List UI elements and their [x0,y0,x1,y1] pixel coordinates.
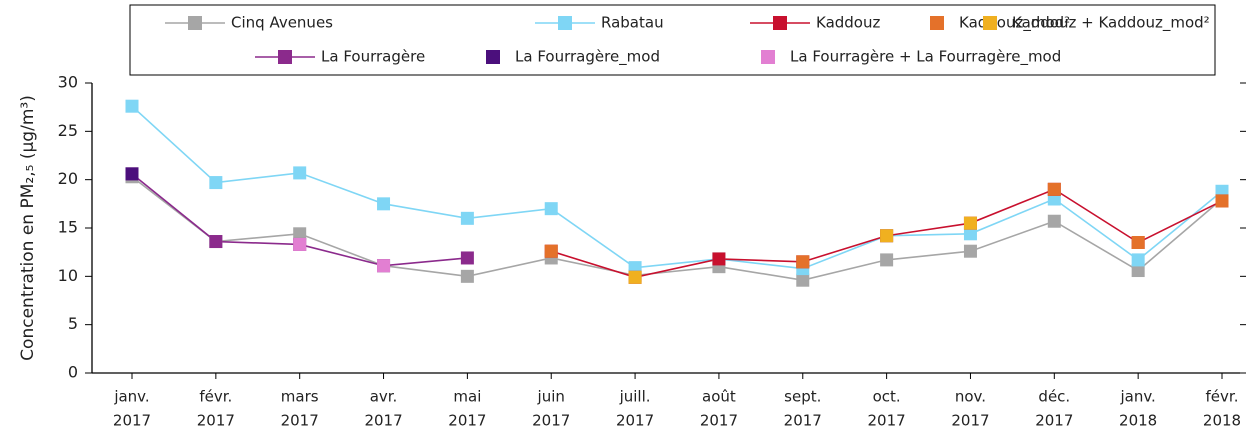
series-marker [796,273,810,287]
series-marker [125,167,139,181]
x-tick-label: 2018 [1119,412,1157,430]
x-tick-label: 2017 [1035,412,1073,430]
legend-label: Cinq Avenues [231,14,333,32]
x-tick-label: 2017 [448,412,486,430]
x-tick-label: déc. [1038,388,1070,406]
series-marker [1131,253,1145,267]
series-marker [544,244,558,258]
x-tick-label: 2017 [700,412,738,430]
x-tick-label: juill. [619,388,651,406]
y-tick-label: 25 [58,121,78,140]
y-tick-label: 0 [68,363,78,382]
legend-marker [930,16,944,30]
x-tick-label: oct. [873,388,901,406]
x-tick-label: 2018 [1203,412,1241,430]
legend-label: La Fourragère + La Fourragère_mod [790,48,1061,67]
legend-marker [486,50,500,64]
legend-label: La Fourragère_mod [515,48,660,67]
x-tick-label: mai [453,388,481,406]
legend-marker [278,50,292,64]
x-tick-label: 2017 [197,412,235,430]
x-tick-label: 2017 [113,412,151,430]
x-tick-label: févr. [1206,388,1239,406]
x-tick-label: sept. [784,388,821,406]
series-marker [963,227,977,241]
legend-label: La Fourragère [321,48,425,66]
series-marker [377,197,391,211]
x-tick-label: janv. [113,388,149,406]
series-marker [460,269,474,283]
series-marker [963,244,977,258]
series-marker [712,252,726,266]
series-marker [293,166,307,180]
legend-marker [558,16,572,30]
series-marker [293,237,307,251]
x-tick-label: févr. [199,388,232,406]
series-line [131,105,1223,270]
x-tick-label: 2017 [616,412,654,430]
series-marker [209,176,223,190]
x-tick-label: janv. [1119,388,1155,406]
series-marker [1131,264,1145,278]
x-tick-label: 2017 [868,412,906,430]
x-tick-label: 2017 [364,412,402,430]
x-tick-label: avr. [370,388,398,406]
y-tick-label: 20 [58,169,78,188]
series-marker [963,216,977,230]
legend-marker [773,16,787,30]
series-marker [544,202,558,216]
x-tick-label: mars [281,388,319,406]
y-tick-label: 10 [58,266,78,285]
y-axis-label: Concentration en PM₂,₅ (µg/m³) [18,95,38,361]
legend-label: Kaddouz [816,14,880,32]
series-marker [880,253,894,267]
legend-marker [983,16,997,30]
series-marker [293,227,307,241]
series-marker [125,99,139,113]
series-marker [209,235,223,249]
series-marker [1215,194,1229,208]
series-marker [1131,236,1145,249]
series-marker [628,270,642,284]
x-tick-label: août [702,388,736,406]
x-tick-label: nov. [955,388,986,406]
series-marker [460,251,474,265]
y-tick-label: 30 [58,73,78,92]
series-line [131,173,468,267]
series-marker [796,255,810,269]
x-tick-label: juin [537,388,565,406]
legend-label: Rabatau [601,14,664,32]
legend-marker [188,16,202,30]
x-tick-label: 2017 [281,412,319,430]
series-marker [880,229,894,243]
series-marker [1047,182,1061,196]
x-tick-label: 2017 [532,412,570,430]
series-marker [460,211,474,225]
legend-marker [761,50,775,64]
x-tick-label: 2017 [784,412,822,430]
series-line [131,176,1223,282]
series-marker [377,259,391,273]
legend-box [129,4,1216,76]
y-tick-label: 15 [58,218,78,237]
legend-label: Kaddouz + Kaddouz_mod² [1012,14,1210,33]
series-marker [1047,214,1061,228]
y-tick-label: 5 [68,314,78,333]
x-tick-label: 2017 [951,412,989,430]
